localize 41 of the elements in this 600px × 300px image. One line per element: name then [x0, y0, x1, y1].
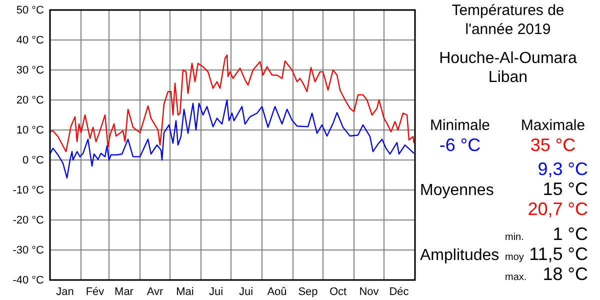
x-tick-label: Jui	[208, 286, 224, 298]
y-tick-label: -30 °C	[12, 244, 44, 257]
text: 11,5 °C	[529, 244, 588, 264]
text: 1 °C	[552, 224, 588, 244]
x-tick-label: Fév	[86, 286, 105, 298]
text: min.	[505, 232, 524, 243]
x-tick-label: Sep	[298, 286, 318, 298]
y-tick-label: 30 °C	[16, 64, 44, 77]
text: Moyennes	[420, 182, 494, 199]
y-tick-label: -40 °C	[12, 274, 44, 287]
y-tick-label: -10 °C	[12, 184, 44, 197]
text: Amplitudes	[420, 247, 500, 264]
text: -6 °C	[439, 135, 481, 155]
y-tick-label: 20 °C	[16, 94, 44, 107]
text: moy	[505, 252, 524, 263]
y-tick-label: 10 °C	[16, 124, 44, 137]
text: 15 °C	[542, 179, 588, 199]
y-tick-label: 50 °C	[16, 4, 44, 17]
x-tick-label: Mar	[114, 286, 134, 298]
text: 35 °C	[530, 135, 576, 155]
y-tick-label: 0 °C	[22, 154, 44, 167]
y-tick-label: -20 °C	[12, 214, 44, 227]
text: Minimale	[430, 117, 490, 134]
x-tick-label: Mai	[176, 286, 194, 298]
x-tick-label: Déc	[389, 286, 410, 298]
x-tick-label: Jui	[238, 286, 254, 298]
line-series	[49, 54, 415, 152]
y-tick-label: 40 °C	[16, 34, 44, 47]
text: Houche-Al-Oumara Liban	[439, 50, 578, 86]
x-tick-label: Avr	[146, 286, 164, 298]
text: max.	[505, 272, 527, 283]
text: 20,7 °C	[528, 199, 588, 219]
x-tick-label: Nov	[359, 286, 380, 298]
x-tick-label: Jan	[56, 286, 74, 298]
text: 18 °C	[542, 264, 588, 284]
text: Maximale	[520, 117, 586, 134]
line-series	[49, 99, 415, 179]
x-tick-label: Oct	[329, 286, 347, 298]
x-tick-label: Aoû	[267, 286, 287, 298]
text: Températures de l'année 2019	[452, 2, 564, 38]
text: 9,3 °C	[538, 159, 588, 179]
